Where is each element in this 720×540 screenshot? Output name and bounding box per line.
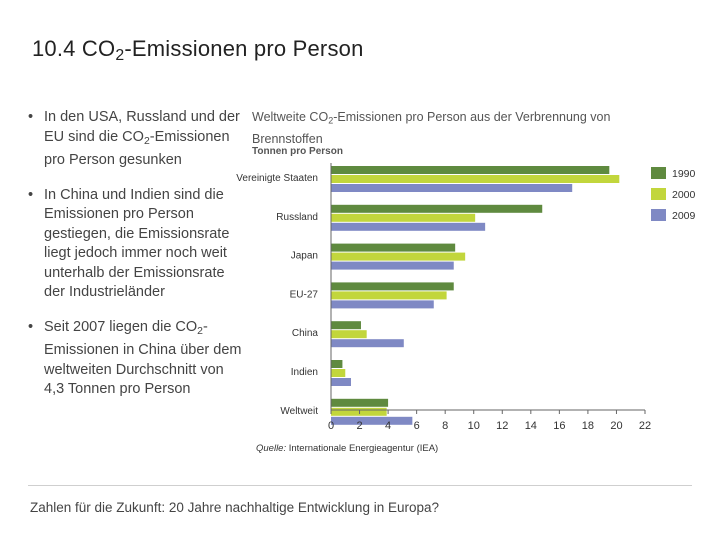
source-note: Quelle: Internationale Energieagentur (I… [256, 443, 439, 454]
x-tick-label: 14 [525, 420, 537, 432]
x-tick-label: 12 [496, 420, 508, 432]
bar-eu-27-1990 [331, 282, 454, 291]
bullet-item: • Seit 2007 liegen die CO2-Emissionen in … [28, 318, 242, 398]
bar-china-2009 [331, 339, 404, 348]
x-tick-label: 6 [414, 420, 420, 432]
x-tick-label: 8 [442, 420, 448, 432]
bar-weltweit-1990 [331, 398, 389, 407]
legend-label-1990: 1990 [672, 168, 696, 180]
chart-unit-label: Tonnen pro Person [252, 146, 343, 157]
slide-title: 10.4 CO2-Emissionen pro Person [32, 36, 364, 64]
bar-japan-1990 [331, 243, 456, 252]
bar-weltweit-2000 [331, 407, 387, 416]
x-tick-label: 20 [610, 420, 622, 432]
legend-label-2000: 2000 [672, 189, 696, 201]
x-tick-label: 0 [328, 420, 334, 432]
bar-vereinigte-staaten-2000 [331, 175, 620, 183]
bar-eu-27-2009 [331, 300, 434, 309]
bullet-marker: • [28, 109, 34, 125]
category-label: Weltweit [280, 406, 318, 417]
bar-vereinigte-staaten-1990 [331, 166, 610, 174]
x-tick-label: 10 [468, 420, 480, 432]
bar-russland-2009 [331, 222, 486, 231]
legend-label-2009: 2009 [672, 210, 696, 222]
bar-japan-2009 [331, 261, 454, 270]
x-tick-label: 22 [639, 420, 651, 432]
bar-china-2000 [331, 330, 367, 339]
bullet-marker: • [28, 186, 34, 203]
bullet-item: • In den USA, Russland und der EU sind di… [28, 109, 240, 169]
bullet-marker: • [28, 318, 34, 335]
x-tick-label: 18 [582, 420, 594, 432]
category-label: Vereinigte Staaten [236, 173, 318, 184]
category-label: Indien [291, 367, 318, 378]
bar-eu-27-2000 [331, 291, 447, 300]
x-tick-label: 16 [553, 420, 565, 432]
legend-swatch-2009 [651, 209, 666, 221]
bullet-list: • In den USA, Russland und der EU sind di… [28, 108, 243, 415]
bar-weltweit-2009 [331, 416, 413, 425]
footer-divider [28, 485, 692, 486]
legend-swatch-2000 [651, 188, 666, 200]
bar-vereinigte-staaten-2009 [331, 184, 573, 192]
bar-indien-2000 [331, 369, 346, 377]
category-label: Japan [291, 251, 318, 262]
legend-swatch-1990 [651, 167, 666, 179]
bar-indien-1990 [331, 360, 343, 368]
footer-text: Zahlen für die Zukunft: 20 Jahre nachhal… [30, 500, 440, 515]
bar-russland-2000 [331, 213, 476, 222]
bar-japan-2000 [331, 252, 466, 261]
category-label: EU-27 [290, 289, 319, 300]
category-label: China [292, 328, 319, 339]
chart-title: Weltweite CO2-Emissionen pro Person aus … [252, 110, 611, 146]
bar-russland-1990 [331, 204, 543, 213]
bar-china-1990 [331, 321, 361, 330]
x-tick-label: 4 [385, 420, 391, 432]
bullet-item: • In China und Indien sind die Emissionen… [28, 186, 230, 301]
x-tick-label: 2 [356, 420, 362, 432]
bar-indien-2009 [331, 378, 351, 386]
category-label: Russland [276, 212, 318, 223]
